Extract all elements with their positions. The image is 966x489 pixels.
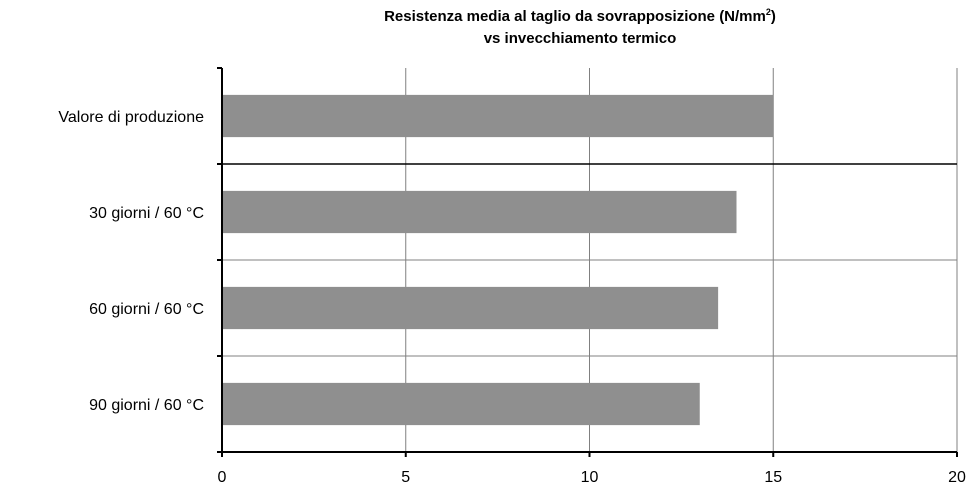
tick-labels: Valore di produzione 30 giorni / 60 °C 60 … <box>58 109 966 486</box>
category-label-2: 30 giorni / 60 °C <box>89 205 204 222</box>
category-label-1: Valore di produzione <box>58 109 204 126</box>
axes <box>217 67 958 457</box>
chart-title-line2: vs invecchiamento termico <box>483 30 677 47</box>
bar-1 <box>222 94 774 138</box>
chart-title: Resistenza media al taglio da sovrapposi… <box>200 6 960 50</box>
category-label-4: 90 giorni / 60 °C <box>89 397 204 414</box>
chart-title-close: ) <box>770 8 776 25</box>
category-label-3: 60 giorni / 60 °C <box>89 301 204 318</box>
bar-3 <box>222 286 719 330</box>
chart-title-superscript: 2 <box>765 7 771 17</box>
bar-4 <box>222 382 700 426</box>
x-tick-label-20: 20 <box>948 469 966 486</box>
x-tick-label-5: 5 <box>401 469 410 486</box>
bar-2 <box>222 190 737 234</box>
x-tick-label-10: 10 <box>581 469 599 486</box>
chart-title-main: Resistenza media al taglio da sovrapposi… <box>384 8 766 25</box>
x-tick-label-0: 0 <box>218 469 227 486</box>
x-tick-label-15: 15 <box>764 469 782 486</box>
bars <box>222 94 774 426</box>
chart-title-line1: Resistenza media al taglio da sovrapposi… <box>200 6 960 28</box>
